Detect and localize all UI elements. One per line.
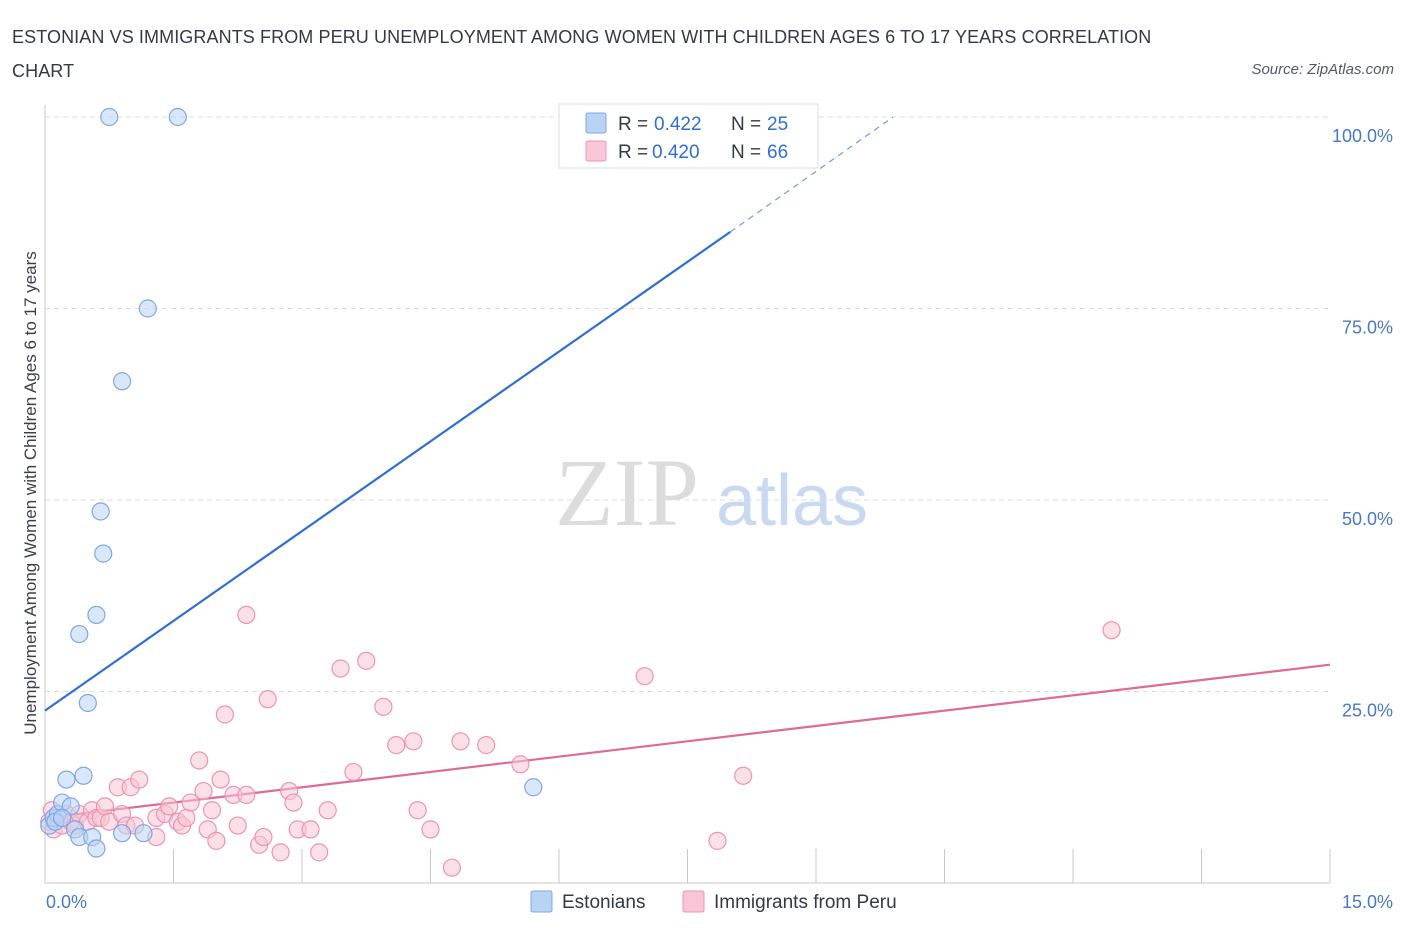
point-peru-59 — [477, 736, 496, 755]
x-tick-label-1: 15.0% — [1342, 892, 1393, 912]
legend-n-label-estonians: N = — [731, 114, 761, 135]
point-peru-56 — [421, 820, 440, 839]
point-peru-49 — [331, 659, 350, 678]
point-estonians-14 — [91, 502, 110, 521]
point-peru-62 — [708, 831, 727, 850]
bottom-legend-swatch-peru — [682, 890, 705, 913]
point-peru-47 — [310, 843, 329, 862]
point-peru-55 — [408, 801, 427, 820]
point-peru-58 — [451, 732, 470, 751]
point-estonians-9 — [78, 693, 97, 713]
legend-n-value-peru: 66 — [767, 142, 788, 163]
point-peru-57 — [442, 858, 462, 877]
point-peru-50 — [344, 762, 363, 782]
gridlines: 25.0% 50.0% 75.0% 100.0% — [45, 116, 1393, 721]
point-peru-48 — [318, 801, 337, 820]
point-peru-41 — [258, 690, 277, 709]
legend-swatch-estonians — [585, 112, 607, 134]
chart-title: ESTONIAN VS IMMIGRANTS FROM PERU UNEMPLO… — [12, 27, 1152, 81]
watermark-atlas: atlas — [716, 461, 868, 541]
y-axis-label: Unemployment Among Women with Children A… — [21, 251, 40, 735]
point-peru-30 — [194, 781, 213, 801]
point-peru-60 — [511, 755, 530, 774]
point-estonians-19 — [134, 824, 153, 843]
point-peru-61 — [635, 667, 654, 686]
legend-n-label-peru: N = — [731, 142, 761, 163]
point-estonians-4 — [57, 770, 76, 789]
point-peru-29 — [190, 751, 209, 770]
top-legend: R = 0.422 N = 25 R = 0.420 N = 66 — [558, 103, 819, 169]
point-peru-51 — [357, 651, 376, 670]
point-peru-42 — [271, 843, 290, 862]
point-peru-28 — [181, 793, 200, 812]
legend-r-value-estonians: 0.422 — [654, 114, 702, 135]
legend-n-value-estonians: 25 — [767, 114, 788, 135]
point-peru-52 — [374, 697, 393, 716]
point-peru-35 — [215, 705, 234, 724]
point-estonians-13 — [87, 605, 106, 625]
point-estonians-18 — [112, 824, 132, 843]
watermark: ZIP atlas — [555, 439, 868, 546]
y-tick-label-3: 100.0% — [1332, 126, 1393, 146]
bottom-legend-swatch-estonians — [530, 890, 553, 913]
source-label: Source: ZipAtlas.com — [1251, 61, 1394, 78]
point-estonians-8 — [74, 766, 93, 785]
point-peru-65 — [237, 605, 256, 625]
trend-line-peru — [44, 663, 1331, 819]
point-estonians-15 — [94, 544, 113, 563]
bottom-legend-estonians: Estonians — [562, 892, 645, 913]
point-peru-33 — [207, 831, 226, 850]
legend-r-value-peru: 0.420 — [652, 142, 700, 163]
y-tick-label-2: 75.0% — [1342, 318, 1393, 338]
y-tick-label-0: 25.0% — [1342, 701, 1393, 721]
bottom-legend: Estonians Immigrants from Peru — [530, 890, 897, 913]
bottom-legend-peru: Immigrants from Peru — [714, 892, 897, 913]
point-peru-63 — [734, 766, 753, 785]
point-estonians-16 — [100, 107, 119, 127]
point-peru-38 — [237, 785, 256, 805]
point-estonians-24 — [53, 808, 72, 827]
point-peru-44 — [284, 793, 303, 812]
point-estonians-11 — [87, 839, 106, 858]
point-estonians-20 — [138, 299, 157, 318]
x-tick-label-0: 0.0% — [46, 892, 87, 912]
trend-lines — [44, 116, 1331, 819]
point-peru-40 — [254, 827, 273, 847]
watermark-zip: ZIP — [555, 439, 699, 546]
legend-r-label-estonians: R = — [618, 114, 648, 135]
y-tick-label-1: 50.0% — [1342, 509, 1393, 529]
point-peru-46 — [301, 820, 320, 839]
data-points — [40, 107, 1121, 877]
point-estonians-21 — [168, 107, 187, 127]
point-estonians-12 — [70, 624, 89, 644]
point-peru-20 — [130, 770, 149, 789]
trend-line-estonians — [44, 230, 731, 712]
point-peru-13 — [95, 797, 115, 816]
point-peru-37 — [228, 816, 247, 835]
point-estonians-17 — [112, 372, 132, 391]
point-peru-34 — [211, 770, 230, 789]
point-peru-32 — [202, 801, 222, 820]
legend-swatch-peru — [585, 140, 607, 162]
point-peru-27 — [177, 808, 196, 827]
point-peru-53 — [387, 736, 406, 755]
axes: 0.0% 15.0% — [44, 105, 1393, 912]
point-peru-24 — [160, 797, 179, 816]
legend-r-label-peru: R = — [618, 142, 648, 163]
trend-line-estonians-extension — [729, 116, 894, 233]
point-estonians-22 — [524, 778, 543, 797]
point-peru-54 — [404, 732, 423, 751]
point-peru-64 — [1102, 621, 1121, 640]
